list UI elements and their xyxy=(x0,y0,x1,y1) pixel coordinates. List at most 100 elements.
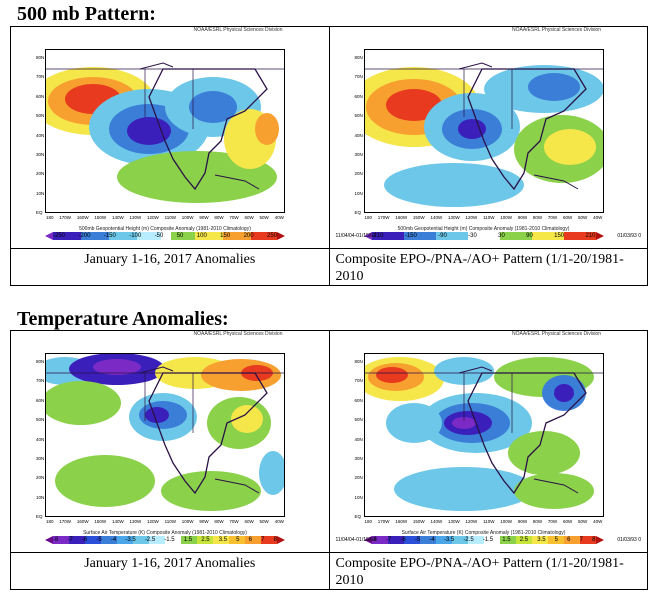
lon-label: 130W xyxy=(129,215,142,220)
lon-label: 100W xyxy=(181,519,194,524)
lon-label: 80W xyxy=(532,215,543,220)
colorbar-tick: -8 xyxy=(371,537,377,543)
lon-label: 100W xyxy=(500,519,513,524)
lon-label: 90W xyxy=(199,215,209,220)
lon-label: 110W xyxy=(483,519,495,524)
colorbar xyxy=(45,536,285,544)
lon-label: 90W xyxy=(199,519,209,524)
lon-label: 90W xyxy=(517,215,528,220)
colorbar-ticks: -250 -200 -150 -100 -50 50 100 150 200 2… xyxy=(45,232,285,240)
lon-label: 40W xyxy=(274,215,284,220)
colorbar-tick: 7 xyxy=(261,537,265,543)
lat-label: 60N xyxy=(354,93,363,99)
lon-axis: 180 170W 160W 150W 140W 130W 120W 110W 1… xyxy=(45,519,285,524)
lat-label: 20N xyxy=(354,475,363,481)
colorbar-tick: -2.5 xyxy=(144,537,156,543)
colorbar-tick: 6 xyxy=(567,537,571,543)
lat-label: EQ xyxy=(36,210,43,215)
colorbar-tick: 3.5 xyxy=(537,537,546,543)
lon-label: 170W xyxy=(59,215,72,220)
lon-label: 180 xyxy=(364,519,373,524)
table-temperature: NOAA/ESRL Physical Sciences Division 80N… xyxy=(10,330,648,590)
lat-label: 10N xyxy=(354,494,363,500)
colorbar-tick: -3.5 xyxy=(443,537,455,543)
colorbar-tick: -5 xyxy=(414,537,421,543)
colorbar-tick: -7 xyxy=(385,537,392,543)
colorbar-tick: 30 xyxy=(498,233,505,239)
lon-label: 170W xyxy=(377,215,390,220)
colorbar-tick: 8 xyxy=(592,537,596,543)
table-500mb: NOAA/ESRL Physical Sciences Division 80N… xyxy=(10,26,648,286)
lon-label: 170W xyxy=(59,519,72,524)
lon-label: 80W xyxy=(214,215,224,220)
lon-label: 50W xyxy=(578,215,588,220)
lon-label: 140W xyxy=(111,519,124,524)
colorbar-tick: 50 xyxy=(176,233,184,239)
lat-axis: 80N 70N 60N 50N 40N 30N 20N 10N EQ xyxy=(36,359,44,519)
lon-label: 180 xyxy=(46,519,54,524)
caption-temp-composite: Composite EPO-/PNA-/AO+ Pattern (1/1-20/… xyxy=(328,552,648,590)
date-stamp-right: 01/03/93 0 xyxy=(617,233,641,239)
lon-label: 70W xyxy=(547,519,558,524)
lon-label: 100W xyxy=(500,215,513,220)
lat-axis: 80N 70N 60N 50N 40N 30N 20N 10N EQ xyxy=(355,359,363,519)
lat-label: 10N xyxy=(354,190,363,196)
lon-label: 110W xyxy=(164,215,176,220)
lon-label: 150W xyxy=(94,519,107,524)
lon-label: 60W xyxy=(562,215,573,220)
lon-label: 170W xyxy=(377,519,390,524)
section-title-500mb: 500 mb Pattern: xyxy=(17,3,156,25)
lat-label: 10N xyxy=(36,190,45,196)
lon-label: 140W xyxy=(430,519,443,524)
colorbar-tick: 1.5 xyxy=(502,537,511,543)
lat-label: EQ xyxy=(36,514,43,519)
caption-500mb-composite: Composite EPO-/PNA-/AO+ Pattern (1/1-20/… xyxy=(328,248,648,286)
lat-label: 40N xyxy=(36,436,45,442)
lat-label: 30N xyxy=(354,455,363,461)
lat-axis: 80N 70N 60N 50N 40N 30N 20N 10N EQ xyxy=(355,55,363,215)
colorbar-tick: -5 xyxy=(96,537,102,543)
lat-label: 70N xyxy=(36,378,45,384)
lat-label: EQ xyxy=(354,514,362,519)
panel-500mb-2017: NOAA/ESRL Physical Sciences Division 80N… xyxy=(10,26,330,249)
lat-label: 50N xyxy=(354,113,363,119)
colorbar-tick: -150 xyxy=(103,233,116,239)
colorbar-tick: -100 xyxy=(129,233,142,239)
lon-label: 120W xyxy=(465,519,478,524)
lon-label: 90W xyxy=(517,519,528,524)
colorbar-tick: -6 xyxy=(81,537,88,543)
lon-label: 150W xyxy=(412,519,425,524)
lon-label: 160W xyxy=(395,215,408,220)
lon-label: 110W xyxy=(164,519,176,524)
lon-label: 130W xyxy=(447,215,460,220)
date-stamp-left: 11/04/04-01/15/03 xyxy=(335,537,376,543)
lat-label: 30N xyxy=(36,455,45,461)
colorbar-tick: -150 xyxy=(404,233,417,239)
colorbar-tick: 150 xyxy=(220,233,231,239)
lat-label: 40N xyxy=(36,132,45,138)
lon-label: 70W xyxy=(547,215,558,220)
colorbar-tick: -90 xyxy=(438,233,447,239)
lon-label: 40W xyxy=(593,215,603,220)
colorbar-tick: 200 xyxy=(243,233,254,239)
lon-axis: 180 170W 160W 150W 140W 130W 120W 110W 1… xyxy=(45,215,285,220)
lon-label: 100W xyxy=(181,215,194,220)
lon-label: 140W xyxy=(430,215,443,220)
lat-label: 60N xyxy=(36,397,45,403)
lat-axis: 80N 70N 60N 50N 40N 30N 20N 10N EQ xyxy=(36,55,44,215)
lat-label: 80N xyxy=(36,55,45,60)
colorbar-tick: -50 xyxy=(154,233,164,239)
colorbar-tick: -210 xyxy=(371,233,384,239)
date-stamp-right: 01/03/93 0 xyxy=(617,537,641,543)
lat-label: 60N xyxy=(354,397,363,403)
colorbar-tick: 2.5 xyxy=(201,537,210,543)
panel-temp-2017: NOAA/ESRL Physical Sciences Division 80N… xyxy=(10,330,330,553)
colorbar-tick: -1.5 xyxy=(164,537,175,543)
map-figure-500mb-2017 xyxy=(45,49,285,213)
colorbar-tick: 8 xyxy=(273,537,277,543)
lon-label: 60W xyxy=(562,519,573,524)
caption-temp-2017: January 1-16, 2017 Anomalies xyxy=(10,552,330,590)
colorbar-tick: 100 xyxy=(196,233,207,239)
lon-label: 130W xyxy=(447,519,460,524)
lon-label: 80W xyxy=(532,519,543,524)
